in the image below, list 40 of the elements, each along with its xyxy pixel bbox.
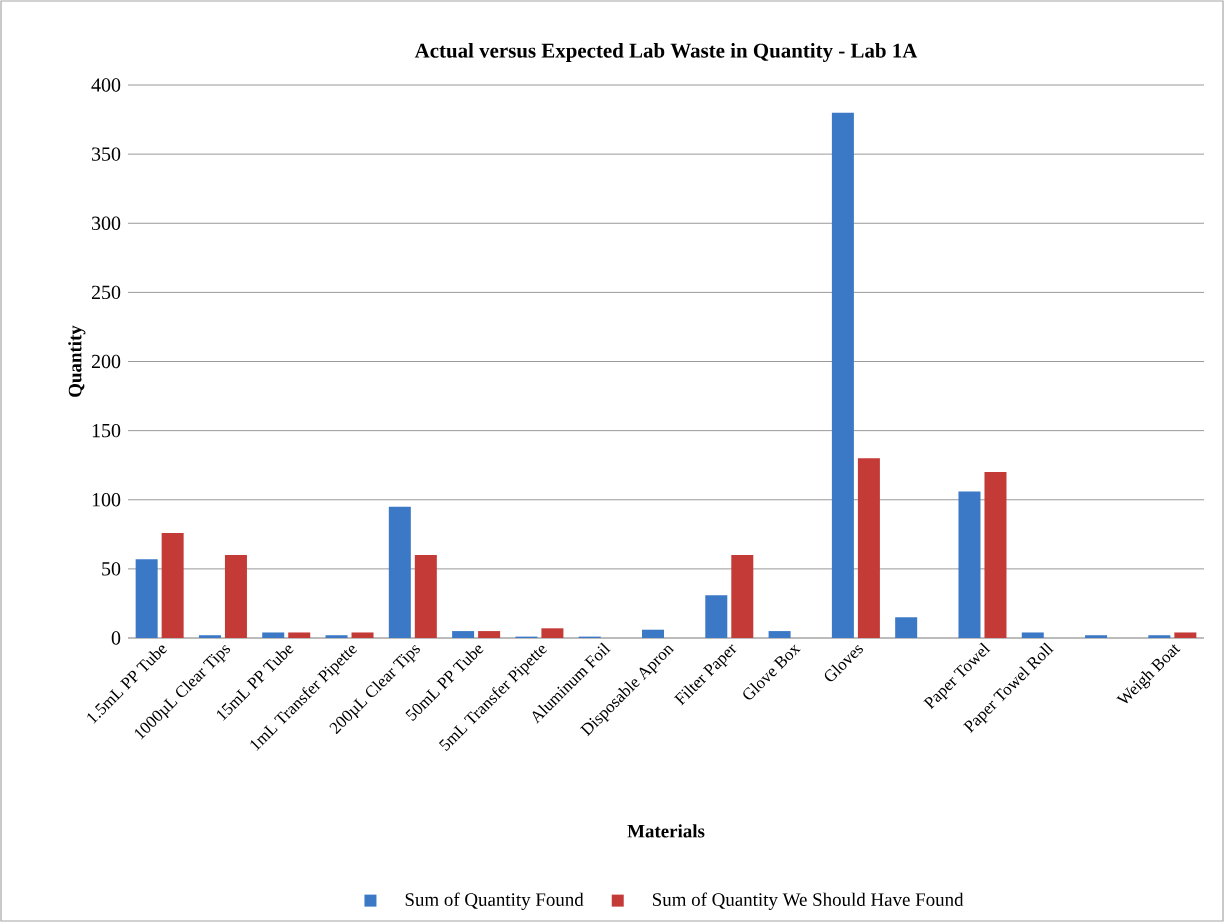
- y-tick-label: 300: [92, 216, 121, 230]
- bar: [262, 632, 285, 638]
- bar: [705, 595, 728, 638]
- bar: [224, 555, 247, 638]
- bar: [857, 458, 880, 638]
- bar: [1174, 632, 1197, 638]
- y-tick-label: 50: [102, 562, 121, 576]
- bar: [1085, 635, 1108, 638]
- legend-label: Sum of Quantity We Should Have Found: [653, 892, 964, 910]
- y-tick-label: 100: [92, 493, 121, 507]
- bar: [731, 555, 754, 638]
- bar: [161, 532, 184, 638]
- bar: [984, 472, 1007, 638]
- chart-title: Actual versus Expected Lab Waste in Quantity - Lab 1A: [414, 42, 918, 62]
- bar: [198, 635, 221, 638]
- bar: [1021, 632, 1044, 638]
- bar: [541, 628, 564, 638]
- y-tick-label: 250: [91, 285, 121, 300]
- bar: [768, 631, 791, 638]
- bar: [351, 632, 374, 638]
- bar: [831, 112, 854, 638]
- bar: [478, 631, 501, 638]
- y-tick-label: 150: [92, 423, 121, 438]
- bar: [1148, 635, 1171, 638]
- y-tick-label: 0: [111, 631, 121, 645]
- bar: [135, 559, 158, 638]
- bar: [388, 506, 411, 638]
- bar: [642, 629, 665, 638]
- bar: [895, 617, 918, 638]
- y-tick-label: 350: [92, 147, 121, 161]
- x-axis-title: Materials: [627, 824, 705, 838]
- y-tick-label: 400: [91, 78, 121, 92]
- legend-label: Sum of Quantity Found: [405, 892, 584, 910]
- bar: [958, 491, 981, 638]
- bar: [288, 632, 311, 638]
- y-tick-label: 200: [91, 354, 121, 369]
- bar: [414, 555, 437, 638]
- bar: [325, 635, 348, 638]
- y-axis-title: Quantity: [68, 325, 86, 397]
- bar: [452, 631, 475, 638]
